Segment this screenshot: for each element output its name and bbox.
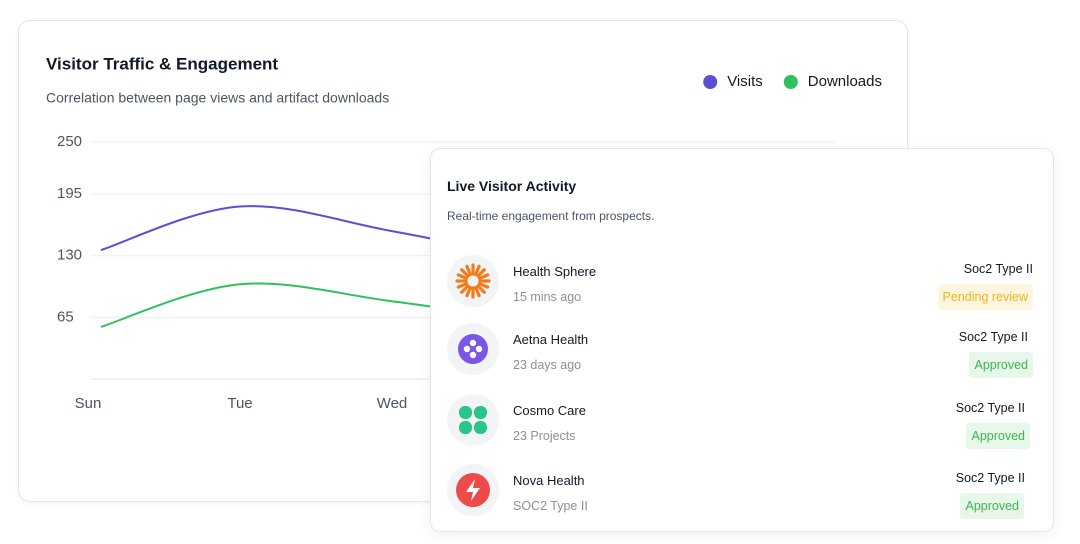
- activity-detail: SOC2 Type II: [513, 499, 588, 513]
- visitor-row[interactable]: Nova Health SOC2 Type II Soc2 Type II Ap…: [447, 462, 1033, 519]
- company-logo: [447, 323, 499, 375]
- company-logo: [447, 255, 499, 307]
- activity-detail: 23 days ago: [513, 358, 582, 372]
- activity-detail: 23 Projects: [513, 429, 576, 443]
- y-tick-label: 250: [57, 133, 82, 150]
- chart-subtitle: Correlation between page views and artif…: [46, 90, 389, 106]
- legend-swatch: [703, 75, 718, 89]
- y-tick-label: 130: [57, 247, 82, 264]
- legend-swatch: [783, 75, 798, 89]
- card-title: Live Visitor Activity: [447, 178, 577, 194]
- compliance-tag: Soc2 Type II: [963, 262, 1033, 276]
- activity-card: Live Visitor Activity Real-time engageme…: [430, 148, 1054, 532]
- visitor-row[interactable]: Aetna Health 23 days ago Soc2 Type II Ap…: [447, 321, 1033, 378]
- activity-detail: 15 mins ago: [513, 290, 582, 304]
- status-badge: Approved: [969, 352, 1033, 378]
- x-tick-label: Tue: [227, 395, 252, 412]
- company-logo: [447, 394, 499, 446]
- company-name: Cosmo Care: [513, 403, 586, 418]
- x-tick-label: Sun: [75, 395, 102, 412]
- company-name: Aetna Health: [513, 332, 589, 347]
- company-name: Health Sphere: [513, 264, 597, 279]
- status-badge: Pending review: [937, 284, 1033, 310]
- y-tick-label: 65: [57, 308, 74, 325]
- chart-title: Visitor Traffic & Engagement: [46, 54, 278, 73]
- y-tick-label: 195: [57, 185, 82, 202]
- visitor-row[interactable]: Cosmo Care 23 Projects Soc2 Type II Appr…: [447, 392, 1033, 449]
- company-logo: [447, 464, 499, 516]
- status-badge: Approved: [966, 423, 1030, 449]
- compliance-tag: Soc2 Type II: [955, 401, 1025, 415]
- compliance-tag: Soc2 Type II: [955, 471, 1025, 485]
- status-badge: Approved: [960, 493, 1024, 519]
- legend-label: Visits: [727, 73, 763, 90]
- visitor-row[interactable]: Health Sphere 15 mins ago Soc2 Type II P…: [447, 253, 1033, 310]
- company-name: Nova Health: [513, 473, 585, 488]
- compliance-tag: Soc2 Type II: [958, 330, 1028, 344]
- legend-label: Downloads: [808, 73, 882, 90]
- x-tick-label: Wed: [377, 395, 408, 412]
- card-subtitle: Real-time engagement from prospects.: [447, 209, 655, 223]
